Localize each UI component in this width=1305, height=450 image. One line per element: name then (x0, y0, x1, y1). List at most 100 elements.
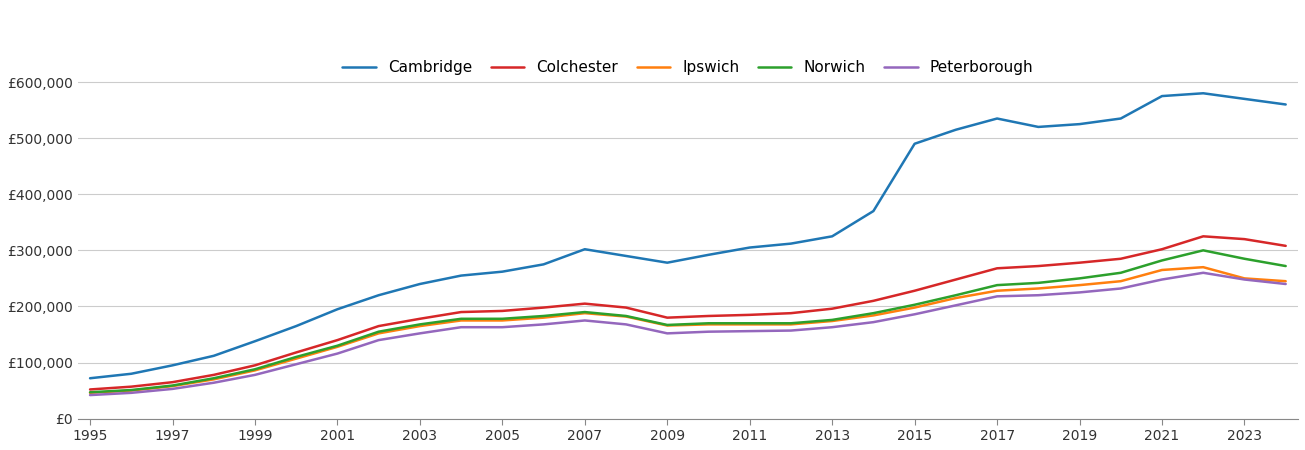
Peterborough (1278, 281, 1293, 287)
Peterborough (1113, 286, 1129, 291)
Ipswich (206, 377, 222, 382)
Cambridge (907, 141, 923, 146)
Peterborough (1237, 277, 1253, 282)
Ipswich (989, 288, 1005, 293)
Peterborough (288, 361, 304, 367)
Peterborough (453, 324, 468, 330)
Colchester (330, 338, 346, 343)
Norwich (164, 383, 180, 388)
Norwich (124, 387, 140, 393)
Legend: Cambridge, Colchester, Ipswich, Norwich, Peterborough: Cambridge, Colchester, Ipswich, Norwich,… (337, 54, 1040, 81)
Colchester (288, 350, 304, 355)
Peterborough (371, 338, 386, 343)
Cambridge (1237, 96, 1253, 102)
Peterborough (865, 320, 881, 325)
Cambridge (1031, 124, 1047, 130)
Cambridge (288, 324, 304, 329)
Norwich (701, 320, 716, 326)
Norwich (659, 322, 675, 328)
Colchester (659, 315, 675, 320)
Ipswich (947, 295, 963, 301)
Norwich (825, 317, 840, 323)
Norwich (288, 354, 304, 360)
Colchester (741, 312, 757, 318)
Peterborough (907, 311, 923, 317)
Colchester (124, 384, 140, 389)
Norwich (783, 320, 799, 326)
Ipswich (247, 368, 262, 373)
Line: Norwich: Norwich (90, 250, 1285, 392)
Ipswich (701, 322, 716, 327)
Norwich (741, 320, 757, 326)
Norwich (330, 343, 346, 348)
Cambridge (825, 234, 840, 239)
Ipswich (330, 344, 346, 350)
Peterborough (1071, 290, 1087, 295)
Cambridge (1071, 122, 1087, 127)
Norwich (536, 313, 552, 319)
Colchester (1154, 247, 1169, 252)
Ipswich (82, 390, 98, 396)
Norwich (1113, 270, 1129, 275)
Ipswich (164, 383, 180, 389)
Cambridge (206, 353, 222, 359)
Cambridge (1113, 116, 1129, 121)
Colchester (907, 288, 923, 293)
Peterborough (124, 390, 140, 396)
Ipswich (659, 323, 675, 328)
Norwich (1031, 280, 1047, 286)
Norwich (1278, 263, 1293, 269)
Ipswich (1278, 279, 1293, 284)
Colchester (495, 308, 510, 314)
Ipswich (865, 313, 881, 318)
Colchester (1278, 243, 1293, 248)
Peterborough (701, 329, 716, 334)
Colchester (164, 379, 180, 385)
Peterborough (659, 331, 675, 336)
Cambridge (453, 273, 468, 278)
Cambridge (659, 260, 675, 265)
Ipswich (1113, 279, 1129, 284)
Colchester (82, 387, 98, 392)
Colchester (577, 301, 592, 306)
Norwich (947, 292, 963, 298)
Peterborough (989, 294, 1005, 299)
Peterborough (783, 328, 799, 333)
Colchester (1237, 236, 1253, 242)
Cambridge (495, 269, 510, 274)
Norwich (453, 316, 468, 321)
Line: Colchester: Colchester (90, 236, 1285, 389)
Ipswich (536, 315, 552, 320)
Ipswich (1237, 276, 1253, 281)
Ipswich (288, 356, 304, 361)
Ipswich (907, 305, 923, 310)
Colchester (1113, 256, 1129, 261)
Cambridge (701, 252, 716, 257)
Ipswich (825, 318, 840, 324)
Ipswich (741, 322, 757, 327)
Ipswich (453, 318, 468, 323)
Ipswich (412, 324, 428, 329)
Cambridge (947, 127, 963, 132)
Norwich (989, 283, 1005, 288)
Ipswich (619, 314, 634, 319)
Peterborough (825, 324, 840, 330)
Cambridge (783, 241, 799, 246)
Peterborough (1154, 277, 1169, 282)
Cambridge (989, 116, 1005, 121)
Line: Peterborough: Peterborough (90, 273, 1285, 395)
Peterborough (330, 351, 346, 356)
Colchester (825, 306, 840, 311)
Colchester (989, 266, 1005, 271)
Colchester (247, 363, 262, 368)
Colchester (453, 309, 468, 315)
Cambridge (330, 306, 346, 312)
Norwich (1195, 248, 1211, 253)
Colchester (412, 316, 428, 321)
Colchester (1071, 260, 1087, 265)
Cambridge (1154, 93, 1169, 99)
Line: Ipswich: Ipswich (90, 267, 1285, 393)
Ipswich (495, 318, 510, 323)
Cambridge (247, 338, 262, 344)
Ipswich (1071, 283, 1087, 288)
